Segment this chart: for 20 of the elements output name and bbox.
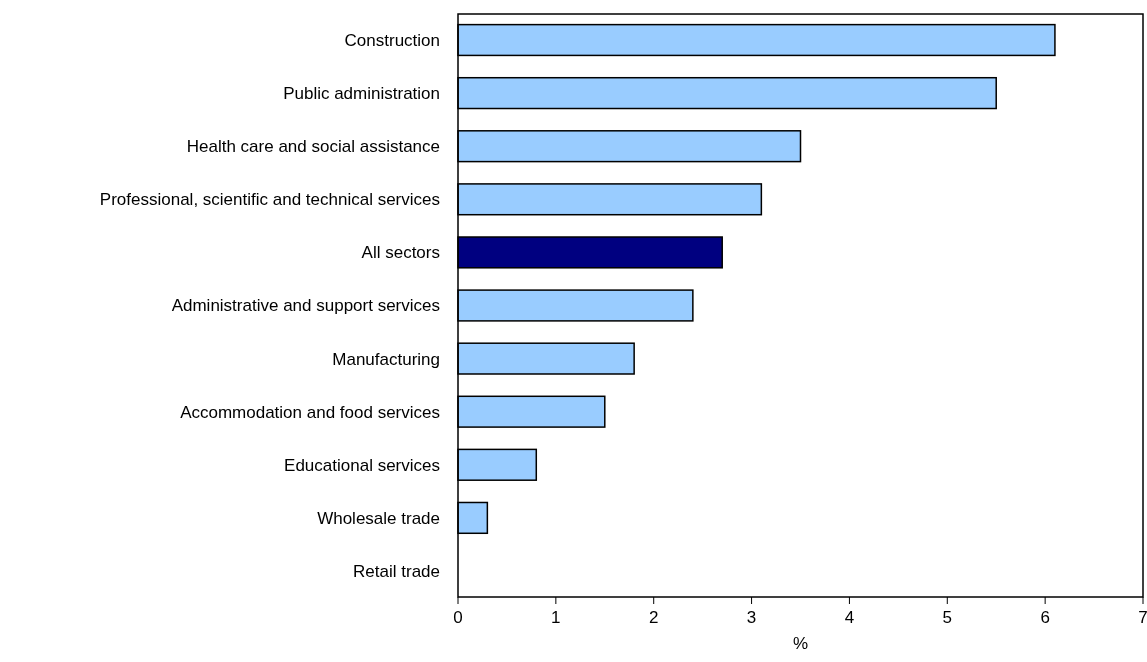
x-axis-title: %: [792, 634, 809, 653]
x-tick-label: 5: [942, 608, 953, 627]
x-tick-label: 6: [1040, 608, 1050, 627]
y-tick-label: Professional, scientific and technical services: [99, 190, 440, 210]
x-tick-label: 0: [453, 608, 463, 627]
x-tick-label: 3: [746, 608, 757, 627]
y-tick-label: Manufacturing: [332, 349, 440, 369]
x-tick-label: 4: [844, 608, 855, 627]
y-tick-label: All sectors: [361, 243, 440, 263]
x-tick-label: 2: [648, 608, 659, 627]
x-tick-label: 1: [551, 608, 561, 627]
y-tick-label: Educational services: [284, 455, 440, 475]
y-tick-label: Administrative and support services: [171, 296, 440, 316]
y-tick-label: Accommodation and food services: [180, 402, 440, 422]
y-tick-label: Retail trade: [353, 561, 440, 581]
x-tick-label: 7: [1138, 608, 1147, 627]
y-tick-label: Public administration: [283, 84, 440, 104]
y-tick-label: Construction: [344, 30, 440, 50]
y-tick-label: Wholesale trade: [317, 508, 440, 528]
y-tick-label: Health care and social assistance: [186, 137, 440, 157]
